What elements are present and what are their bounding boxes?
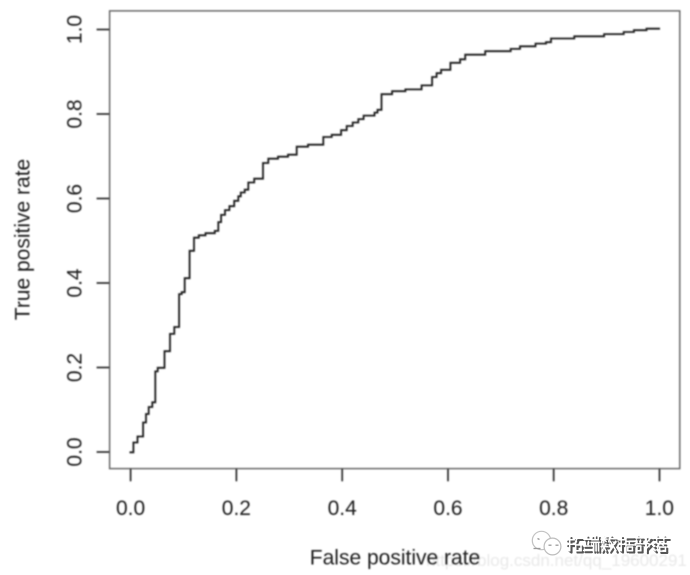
svg-text:0.2: 0.2 — [64, 353, 87, 382]
svg-text:0.8: 0.8 — [64, 99, 87, 128]
svg-text:0.8: 0.8 — [539, 497, 568, 520]
svg-text:1.0: 1.0 — [645, 497, 674, 520]
svg-text:False positive rate: False positive rate — [310, 547, 480, 570]
svg-text:0.6: 0.6 — [433, 497, 462, 520]
svg-text:0.0: 0.0 — [64, 437, 87, 466]
svg-text:0.2: 0.2 — [222, 497, 251, 520]
svg-text:1.0: 1.0 — [64, 15, 87, 44]
svg-text:https://blog.csdn.net/qq_19600: https://blog.csdn.net/qq_19600291 — [426, 551, 687, 570]
svg-text:0.6: 0.6 — [64, 184, 87, 213]
svg-text:0.4: 0.4 — [64, 268, 87, 298]
svg-text:0.0: 0.0 — [116, 497, 145, 520]
svg-text:True positive rate: True positive rate — [12, 159, 35, 320]
svg-text:0.4: 0.4 — [328, 497, 358, 520]
